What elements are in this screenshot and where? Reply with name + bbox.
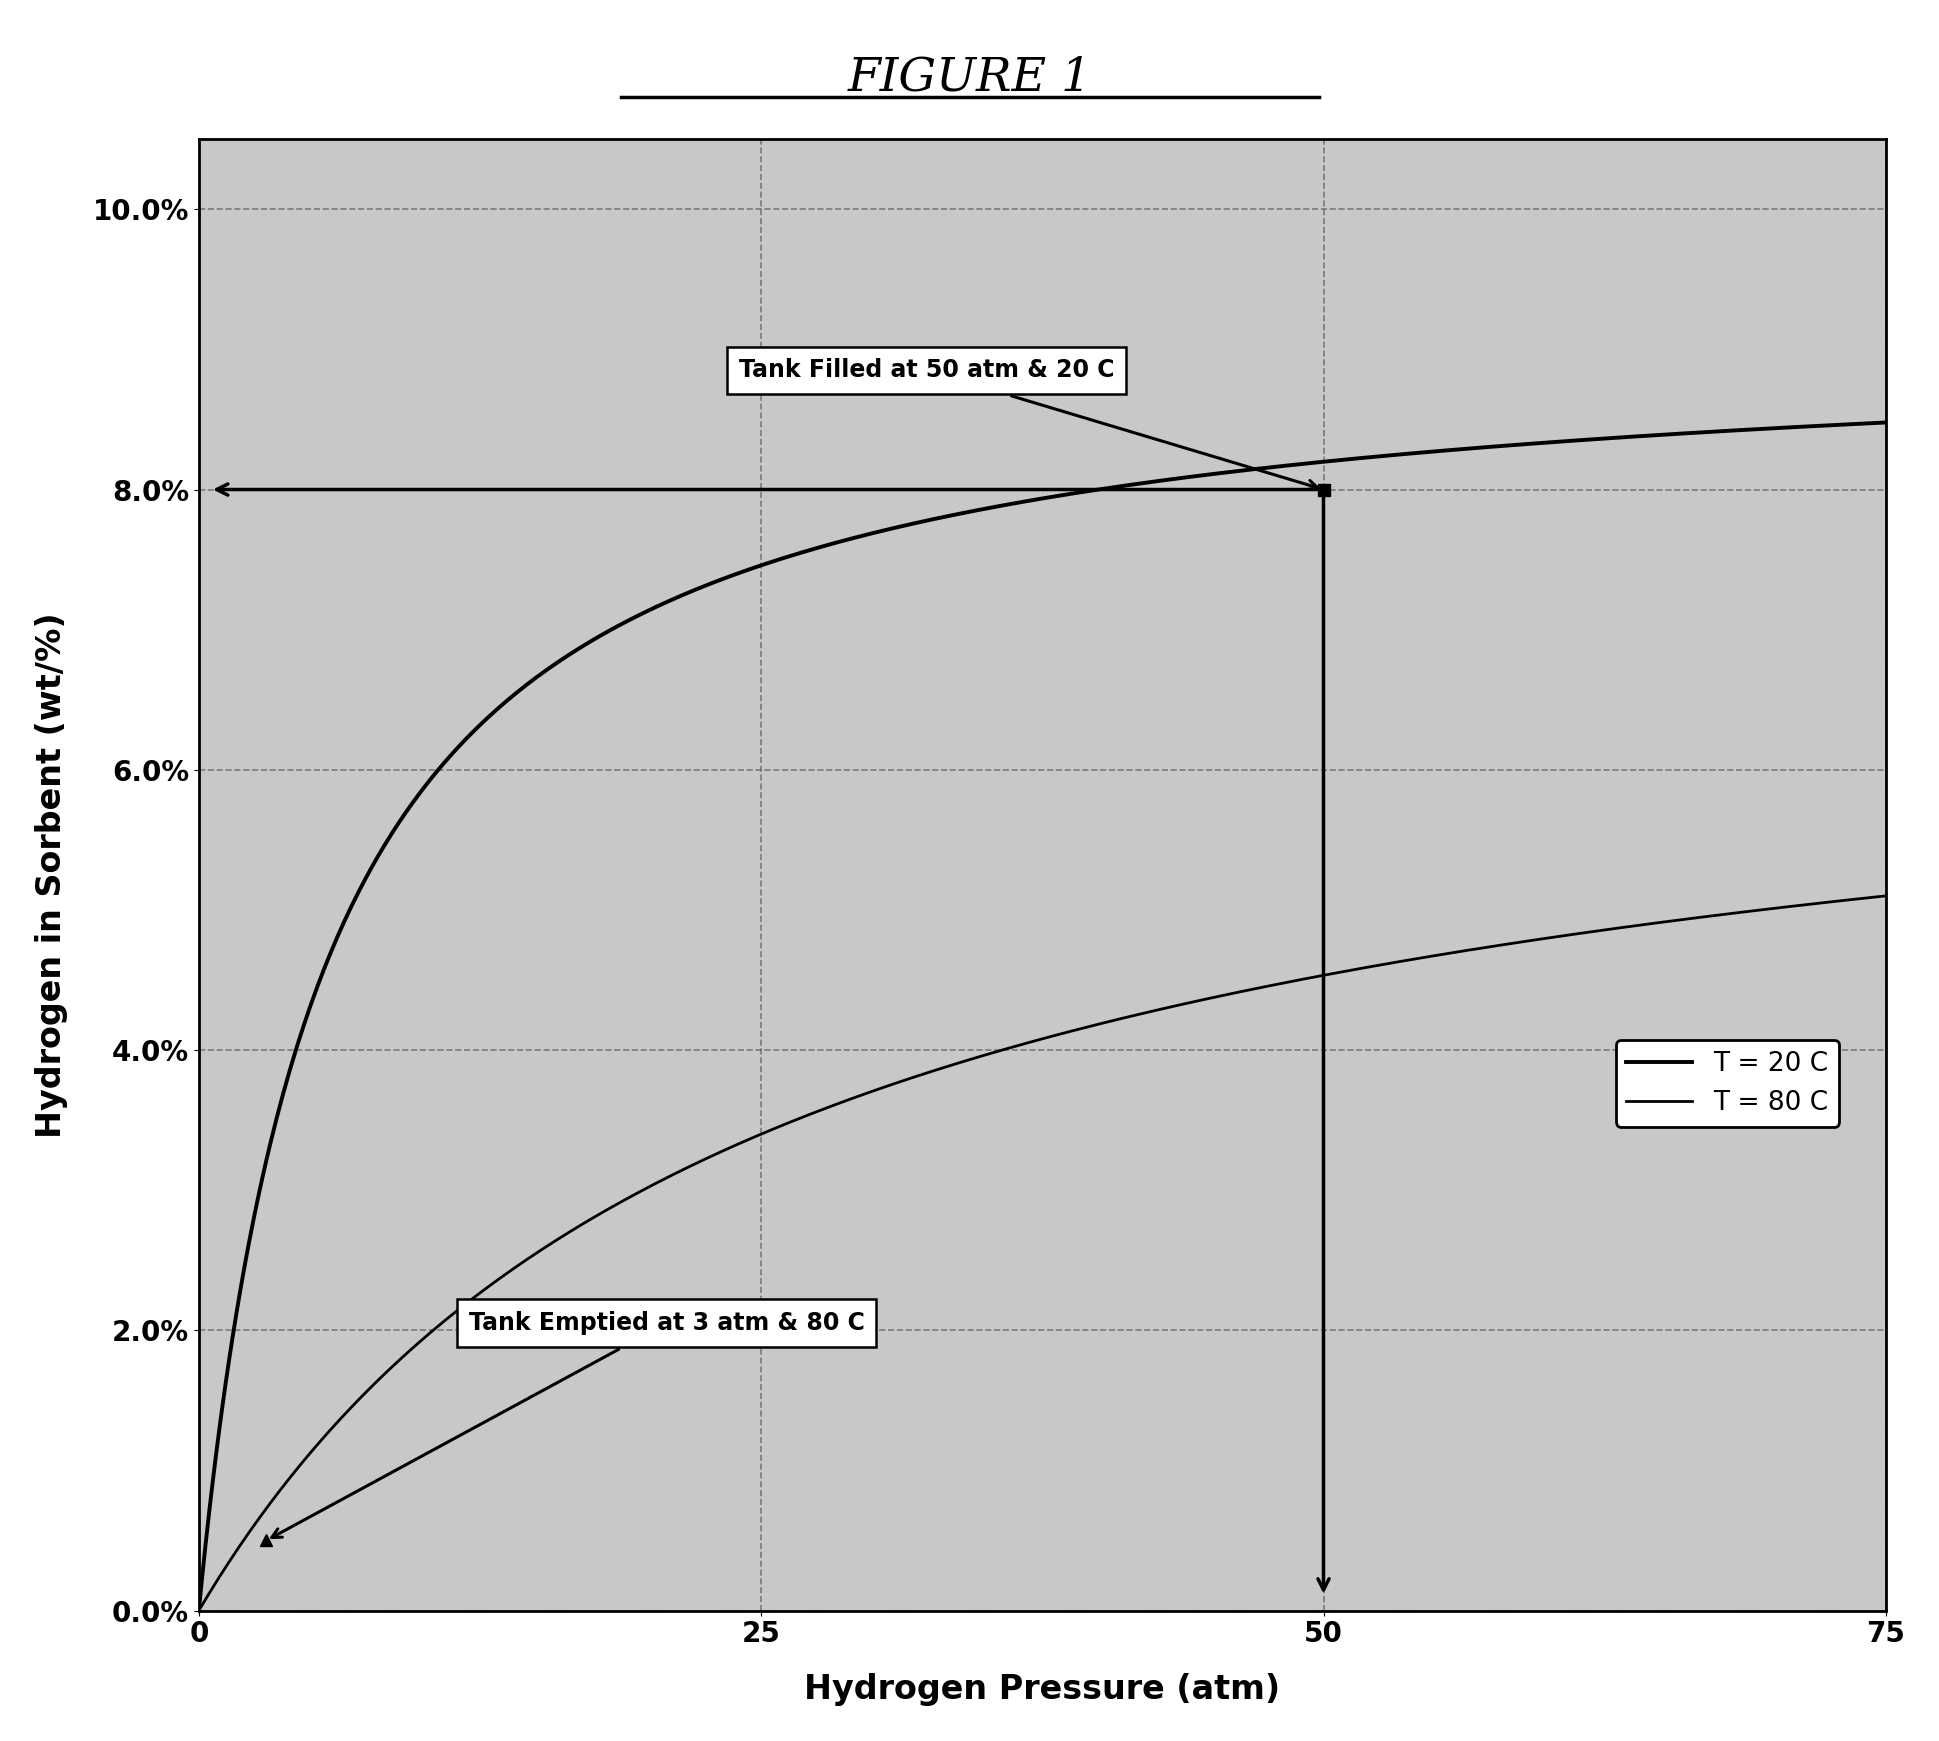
Legend: T = 20 C, T = 80 C: T = 20 C, T = 80 C — [1615, 1039, 1838, 1126]
Text: FIGURE 1: FIGURE 1 — [847, 56, 1092, 101]
Text: Tank Filled at 50 atm & 20 C: Tank Filled at 50 atm & 20 C — [739, 359, 1317, 489]
X-axis label: Hydrogen Pressure (atm): Hydrogen Pressure (atm) — [805, 1673, 1280, 1706]
Y-axis label: Hydrogen in Sorbent (wt/%): Hydrogen in Sorbent (wt/%) — [35, 613, 68, 1137]
Text: Tank Emptied at 3 atm & 80 C: Tank Emptied at 3 atm & 80 C — [271, 1311, 865, 1537]
